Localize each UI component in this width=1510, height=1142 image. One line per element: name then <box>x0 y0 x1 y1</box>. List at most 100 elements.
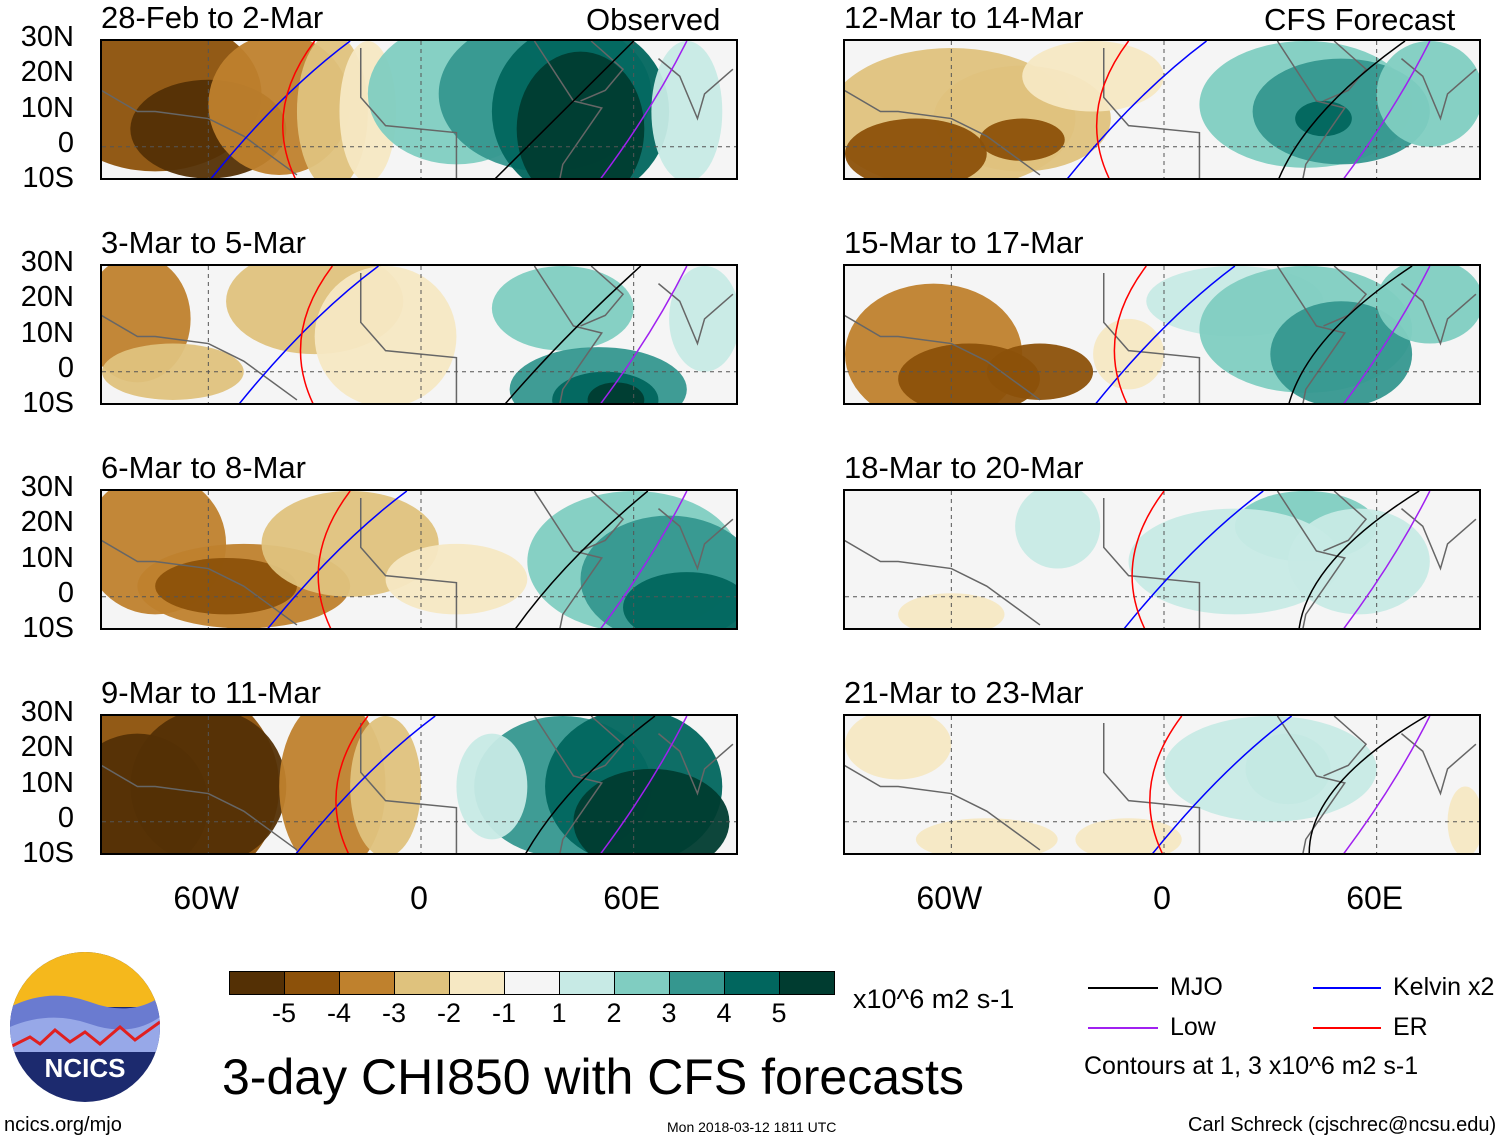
low-contour <box>1343 41 1431 178</box>
anomaly-region <box>1022 41 1164 112</box>
anomaly-region <box>516 51 645 178</box>
lon-tick-label: 60W <box>916 880 983 916</box>
contour-note: Contours at 1, 3 x10^6 m2 s-1 <box>1084 1052 1419 1080</box>
colorbar-swatch <box>559 971 615 995</box>
panel-title: 15-Mar to 17-Mar <box>844 225 1084 260</box>
kelvin-contour <box>238 266 379 403</box>
author: Carl Schreck (cjschrec@ncsu.edu) <box>1188 1114 1497 1136</box>
mjo-contour <box>1308 716 1427 853</box>
low-contour <box>1343 266 1431 403</box>
map-panel <box>100 264 738 405</box>
lat-tick-label: 10S <box>22 162 74 194</box>
lat-tick-label: 10S <box>22 387 74 419</box>
low-contour <box>600 716 688 853</box>
low-line <box>1088 1027 1158 1030</box>
map-panel <box>843 264 1481 405</box>
lat-tick-label: 0 <box>57 351 74 384</box>
lat-tick-label: 0 <box>57 801 74 834</box>
panel-title: 6-Mar to 8-Mar <box>101 450 306 485</box>
coastline <box>102 716 734 853</box>
kelvin-contour <box>295 716 436 853</box>
timestamp: Mon 2018-03-12 1811 UTC <box>667 1119 837 1135</box>
lat-tick-label: 10S <box>22 837 74 869</box>
legend-label: ER <box>1393 1013 1428 1041</box>
low-contour <box>600 491 688 628</box>
low-contour <box>1343 716 1431 853</box>
kelvin-contour <box>1123 491 1264 628</box>
logo-graphic: NCICS <box>10 952 160 1083</box>
url-text: ncics.org/mjo <box>4 1114 122 1136</box>
colorbar-tick-label: 5 <box>771 998 787 1028</box>
lat-tick-label: 30N <box>20 696 74 728</box>
lon-tick-label: 60E <box>603 880 661 916</box>
anomaly-region <box>1447 786 1479 853</box>
lon-tick-label: 60W <box>173 880 240 916</box>
panel-title: 3-Mar to 5-Mar <box>101 225 306 260</box>
panel-title: 18-Mar to 20-Mar <box>844 450 1084 485</box>
mjo-contour <box>1278 41 1406 178</box>
mjo-contour <box>515 491 649 628</box>
lat-tick-label: 10N <box>20 766 74 799</box>
anomaly-region <box>669 266 736 372</box>
map-panel <box>843 39 1481 180</box>
lat-tick-label: 0 <box>57 126 74 159</box>
header-observed: Observed <box>586 2 721 37</box>
colorbar-tick-label: -5 <box>271 998 297 1028</box>
low-contour <box>1343 491 1431 628</box>
anomaly-region <box>1295 100 1352 137</box>
mjo-contour <box>1298 491 1420 628</box>
er-contour <box>1131 491 1165 628</box>
anomaly-region <box>102 733 209 853</box>
colorbar-tick-label: -3 <box>381 998 407 1028</box>
lat-tick-label: 20N <box>20 731 74 764</box>
coastline <box>102 41 734 178</box>
map-panel <box>100 489 738 630</box>
lon-tick-label: 0 <box>410 880 428 916</box>
map-panel <box>843 714 1481 855</box>
mjo-contour <box>525 716 656 853</box>
map-panel <box>843 489 1481 630</box>
legend-label: Kelvin x2 <box>1393 973 1495 1001</box>
anomaly-region <box>1288 508 1430 615</box>
lat-tick-label: 30N <box>20 21 74 53</box>
anomaly-region <box>898 593 1005 628</box>
lat-tick-label: 10N <box>20 91 74 124</box>
lat-tick-label: 10N <box>20 541 74 574</box>
anomaly-region <box>155 557 297 615</box>
colorbar-swatch <box>504 971 560 995</box>
colorbar-tick-label: 2 <box>606 998 622 1028</box>
lon-tick-label: 60E <box>1346 880 1404 916</box>
anomaly-region <box>573 768 730 853</box>
er-line <box>1313 1027 1381 1030</box>
mjo-contour <box>1288 266 1413 403</box>
colorbar-tick-label: 1 <box>551 998 567 1028</box>
anomaly-region <box>1376 41 1479 147</box>
er-contour <box>299 266 333 403</box>
anomaly-region <box>1093 318 1164 390</box>
er-contour <box>335 716 369 853</box>
er-contour <box>317 491 351 628</box>
low-contour <box>600 41 688 178</box>
panel-title: 12-Mar to 14-Mar <box>844 0 1084 35</box>
header-cfs-forecast: CFS Forecast <box>1264 2 1456 37</box>
lat-tick-label: 20N <box>20 281 74 314</box>
er-contour <box>1149 716 1183 853</box>
lat-tick-label: 30N <box>20 246 74 278</box>
colorbar-tick-label: -4 <box>326 998 352 1028</box>
kelvin-contour <box>267 491 408 628</box>
anomaly-region <box>623 572 736 628</box>
colorbar-tick-label: 3 <box>661 998 677 1028</box>
kelvin-line <box>1313 987 1381 990</box>
colorbar-swatch <box>779 971 835 995</box>
er-contour <box>1113 266 1147 403</box>
mjo-contour <box>494 41 635 178</box>
colorbar-swatch <box>449 971 505 995</box>
legend-er: ER <box>1313 1013 1428 1042</box>
anomaly-region <box>979 118 1065 161</box>
anomaly-region <box>314 266 457 403</box>
er-contour <box>1095 41 1130 178</box>
legend-label: Low <box>1170 1013 1216 1041</box>
colorbar-swatch <box>229 971 285 995</box>
kelvin-contour <box>1067 41 1207 178</box>
colorbar-tick-label: -2 <box>436 998 462 1028</box>
